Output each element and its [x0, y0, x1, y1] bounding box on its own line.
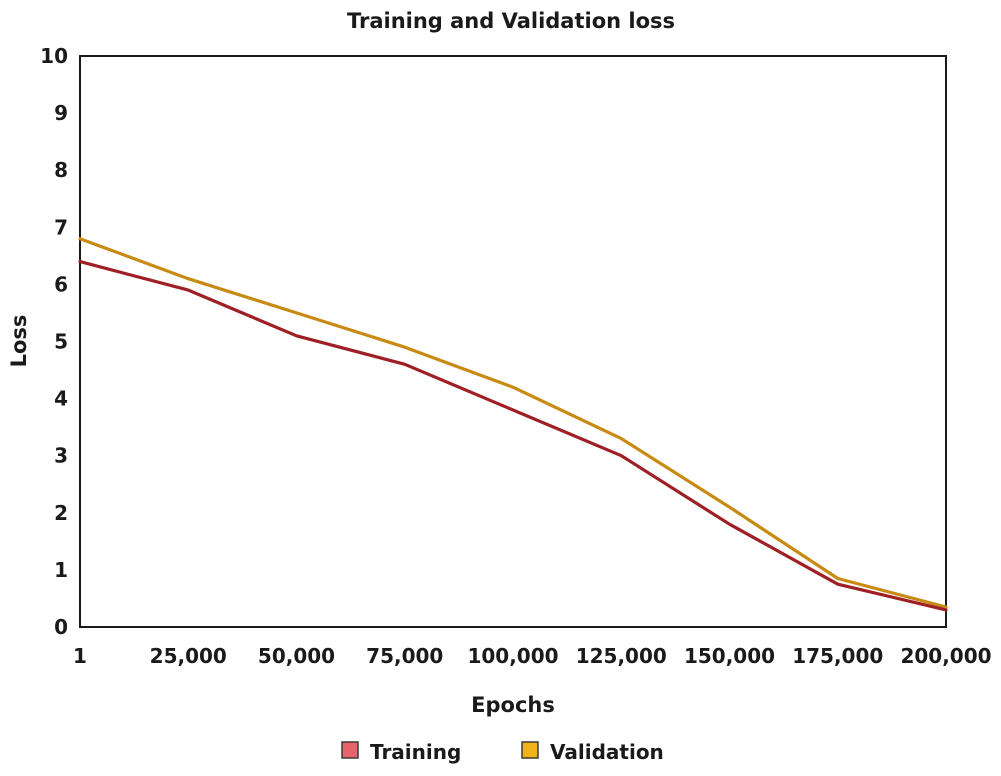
y-tick-label: 8 — [54, 158, 68, 182]
y-tick-label: 9 — [54, 101, 68, 125]
legend-marker-validation — [521, 741, 539, 759]
series-lines — [78, 237, 948, 612]
y-axis-ticks: 0 1 2 3 4 5 6 7 8 9 10 — [40, 44, 68, 639]
x-tick-label: 100,000 — [467, 644, 558, 668]
series-line-training — [78, 260, 948, 612]
legend-label-training: Training — [370, 740, 461, 764]
x-tick-label: 150,000 — [684, 644, 775, 668]
y-tick-label: 7 — [54, 215, 68, 239]
x-tick-label: 25,000 — [150, 644, 227, 668]
chart-title: Training and Validation loss — [347, 9, 675, 33]
x-axis-ticks: 1 25,000 50,000 75,000 100,000 125,000 150,000… — [73, 644, 992, 668]
legend-marker-training — [341, 741, 359, 759]
y-tick-label: 1 — [54, 558, 68, 582]
x-tick-label: 125,000 — [576, 644, 667, 668]
y-tick-label: 0 — [54, 615, 68, 639]
y-tick-label: 4 — [54, 387, 68, 411]
x-tick-label: 75,000 — [366, 644, 443, 668]
y-tick-label: 3 — [54, 444, 68, 468]
x-tick-label: 200,000 — [900, 644, 991, 668]
y-axis-title: Loss — [7, 315, 31, 368]
legend: Training Validation — [341, 740, 664, 764]
series-line-validation — [78, 237, 948, 609]
x-tick-label: 50,000 — [258, 644, 335, 668]
y-tick-label: 5 — [54, 330, 68, 354]
x-axis-title: Epochs — [471, 693, 555, 717]
plot-area — [79, 55, 947, 628]
y-tick-label: 2 — [54, 501, 68, 525]
legend-label-validation: Validation — [550, 740, 664, 764]
x-tick-label: 1 — [73, 644, 87, 668]
y-tick-label: 6 — [54, 272, 68, 296]
y-tick-label: 10 — [40, 44, 68, 68]
x-tick-label: 175,000 — [792, 644, 883, 668]
